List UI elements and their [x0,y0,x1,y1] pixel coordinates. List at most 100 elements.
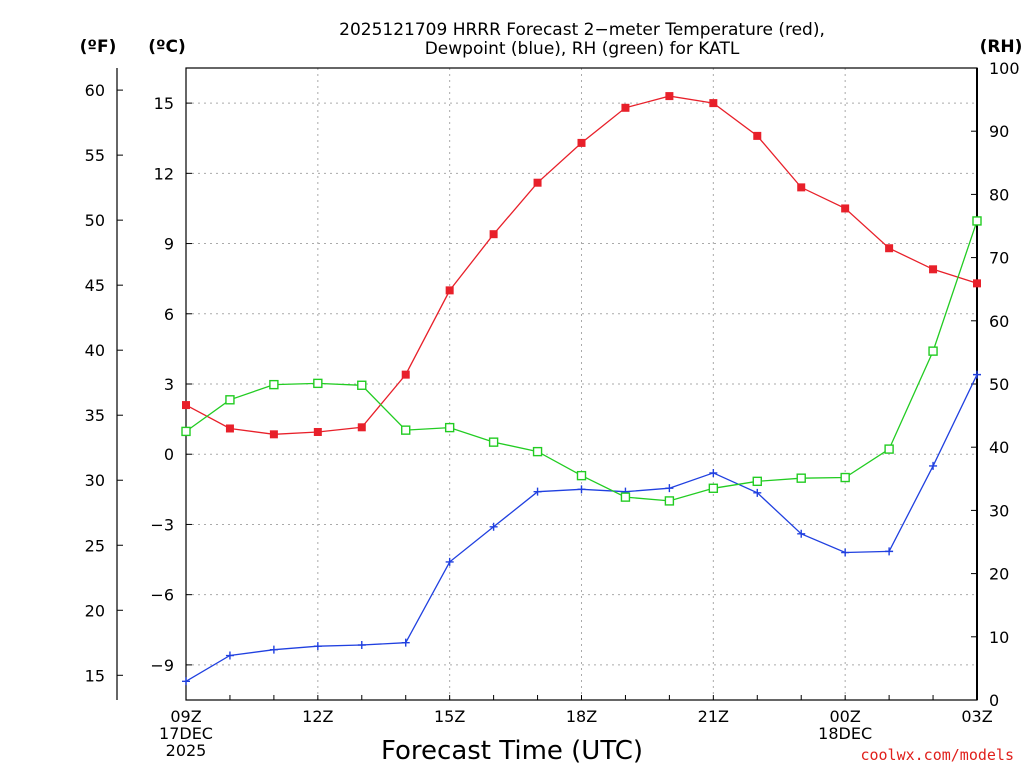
rh-tick-label: 10 [989,628,1009,647]
axes: 6055504540353025201515129630−3−6−9100908… [85,59,1020,760]
temperature-point [225,424,234,433]
dewpoint-point [709,468,718,477]
fahrenheit-tick-label: 40 [85,341,105,360]
dewpoint-point [797,529,806,538]
fahrenheit-tick-label: 35 [85,406,105,425]
fahrenheit-tick-label: 20 [85,601,105,620]
rh-tick-label: 30 [989,501,1009,520]
celsius-tick-label: 0 [164,445,174,464]
rh-point [488,437,499,447]
chart-title-line1: 2025121709 HRRR Forecast 2−meter Tempera… [339,20,825,40]
celsius-tick-label: −6 [150,586,174,605]
rh-point [532,446,543,457]
dewpoint-point [577,485,586,494]
x-tick-label: 2025 [166,741,207,760]
rh-point [313,378,323,389]
temperature-point [621,103,630,112]
dewpoint-point [313,642,322,651]
x-tick-label: 17DEC [159,724,213,743]
dewpoint-point [929,461,938,470]
rh-tick-label: 20 [989,565,1009,584]
temperature-point [489,230,498,239]
fahrenheit-tick-label: 50 [85,211,105,230]
fahrenheit-tick-label: 30 [85,471,105,490]
temperature-point [841,204,850,213]
temperature-point [973,279,981,288]
x-tick-label: 21Z [698,707,729,726]
dewpoint-point [885,547,894,556]
celsius-tick-label: −3 [150,515,174,534]
rh-point [972,216,982,226]
temperature-point [885,244,894,253]
fahrenheit-unit-label: (ºF) [80,37,117,57]
chart-title-line2: Dewpoint (blue), RH (green) for KATL [425,39,740,59]
rh-tick-label: 60 [989,312,1009,331]
rh-point [664,496,675,506]
celsius-tick-label: 9 [164,235,174,254]
temperature-point [797,183,806,192]
temperature-point [401,370,410,379]
x-tick-label: 18DEC [818,724,872,743]
celsius-tick-label: 15 [154,94,174,113]
fahrenheit-tick-label: 25 [85,536,105,555]
series-group [181,92,982,686]
dewpoint-point [665,484,674,493]
rh-point [181,426,191,437]
dewpoint-point [489,522,498,531]
celsius-tick-label: 12 [154,164,174,183]
x-tick-label: 09Z [170,707,201,726]
rh-point [620,492,631,502]
dewpoint-point [401,638,410,647]
temperature-point [269,430,278,439]
fahrenheit-tick-label: 15 [85,666,105,685]
rh-tick-label: 50 [989,375,1009,394]
dewpoint-point [533,487,542,496]
celsius-tick-label: 6 [164,305,174,324]
x-tick-label: 12Z [302,707,333,726]
celsius-tick-label: −9 [150,656,174,675]
celsius-unit-label: (ºC) [148,37,186,57]
temperature-point [929,265,938,274]
dewpoint-point [973,370,981,379]
fahrenheit-tick-label: 45 [85,276,105,295]
temperature-point [357,423,366,432]
credit-text: coolwx.com/models [860,746,1014,764]
rh-point [708,483,719,493]
temperature-point [577,138,586,147]
temperature-point [753,131,762,140]
x-tick-label: 00Z [830,707,861,726]
rh-tick-label: 70 [989,249,1009,268]
temperature-point [665,92,674,101]
rh-point [357,380,367,390]
dewpoint-point [357,640,366,649]
x-tick-label: 15Z [434,707,465,726]
rh-point [796,473,806,483]
dewpoint-point [753,488,762,497]
x-tick-label: 03Z [961,707,992,726]
rh-point [840,472,850,483]
series-line-dewpoint [185,374,978,682]
rh-point [269,379,279,390]
dewpoint-point [182,677,190,686]
fahrenheit-tick-label: 60 [85,81,105,100]
rh-point [444,422,455,433]
rh-point [225,395,235,405]
dewpoint-point [269,645,278,654]
rh-tick-label: 100 [989,59,1020,78]
rh-tick-label: 0 [989,691,999,710]
rh-point [401,425,411,435]
rh-point [884,444,894,454]
temperature-point [313,427,322,436]
dewpoint-point [225,651,234,660]
temperature-point [182,401,190,410]
x-axis-title: Forecast Time (UTC) [381,736,643,766]
temperature-point [709,99,718,108]
rh-point [752,476,762,487]
rh-tick-label: 80 [989,185,1009,204]
x-tick-label: 18Z [566,707,597,726]
rh-point [928,346,938,356]
dewpoint-point [445,557,454,566]
temperature-point [533,178,542,187]
celsius-tick-label: 3 [164,375,174,394]
